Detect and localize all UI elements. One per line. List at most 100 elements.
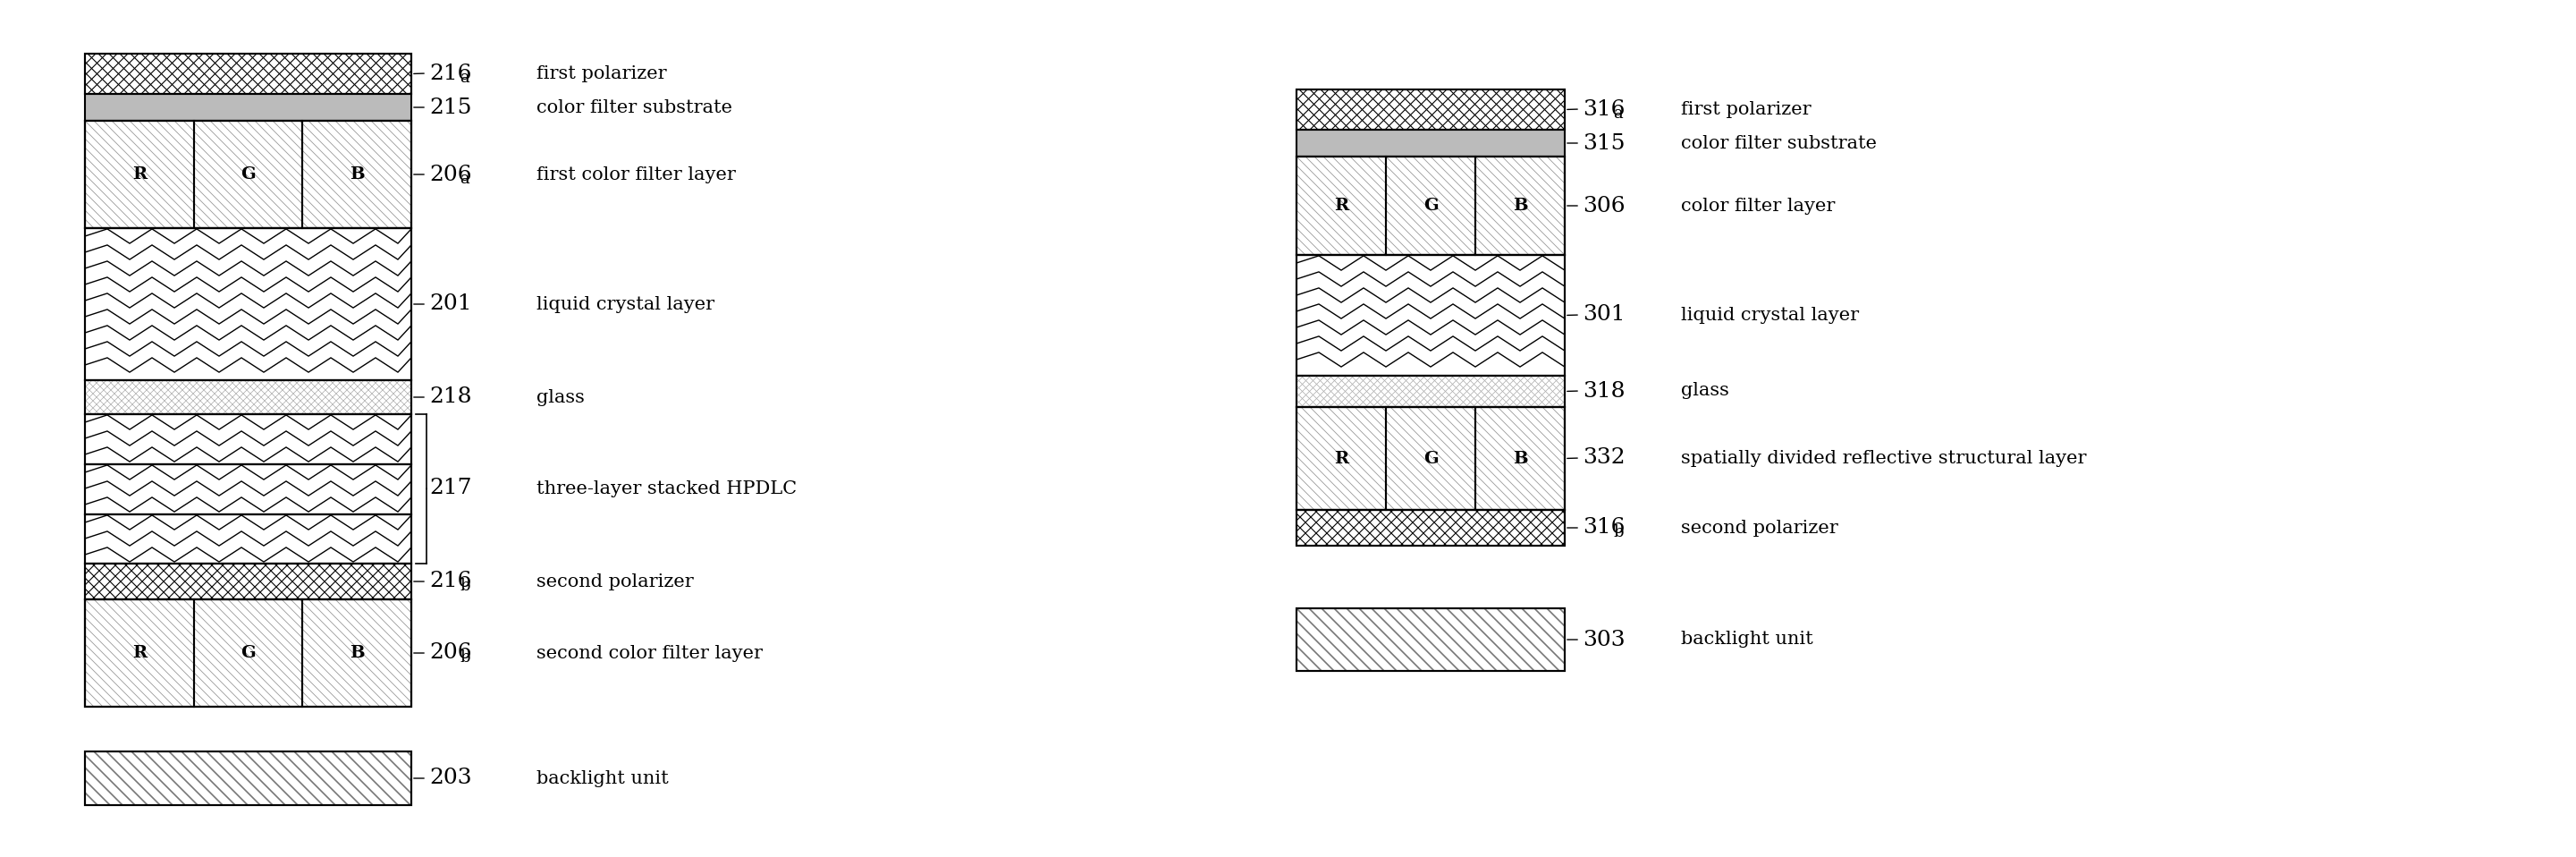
Text: color filter layer: color filter layer: [1682, 197, 1834, 214]
Text: R: R: [131, 645, 147, 661]
Text: glass: glass: [1682, 382, 1728, 399]
Text: 301: 301: [1582, 304, 1625, 325]
Text: glass: glass: [536, 389, 585, 405]
Text: R: R: [131, 166, 147, 183]
Text: backlight unit: backlight unit: [1682, 631, 1814, 648]
Text: 316: 316: [1582, 518, 1625, 538]
Text: spatially divided reflective structural layer: spatially divided reflective structural …: [1682, 450, 2087, 466]
Text: 332: 332: [1582, 447, 1625, 468]
Bar: [85, 381, 412, 414]
Text: 206: 206: [430, 165, 471, 185]
Bar: [1296, 407, 1564, 510]
Bar: [85, 464, 412, 514]
Bar: [1296, 510, 1564, 546]
Bar: [1296, 89, 1564, 129]
Bar: [85, 121, 412, 228]
Text: three-layer stacked HPDLC: three-layer stacked HPDLC: [536, 480, 796, 497]
Bar: [193, 599, 301, 707]
Text: 215: 215: [430, 97, 471, 117]
Bar: [1296, 510, 1564, 546]
Bar: [85, 752, 412, 805]
Bar: [85, 54, 412, 94]
Text: R: R: [1334, 198, 1347, 213]
Text: 315: 315: [1582, 133, 1625, 153]
Text: a: a: [1613, 105, 1623, 122]
Bar: [85, 599, 412, 707]
Text: 318: 318: [1582, 381, 1625, 401]
Bar: [1296, 157, 1564, 255]
Bar: [85, 414, 412, 464]
Bar: [85, 121, 193, 228]
Bar: [85, 514, 412, 564]
Text: B: B: [350, 645, 363, 661]
Bar: [193, 121, 301, 228]
Bar: [85, 94, 412, 121]
Text: a: a: [461, 69, 469, 86]
Bar: [1296, 407, 1386, 510]
Text: R: R: [1334, 451, 1347, 466]
Bar: [85, 599, 412, 707]
Text: second polarizer: second polarizer: [1682, 519, 1839, 536]
Bar: [1476, 407, 1564, 510]
Text: 306: 306: [1582, 195, 1625, 216]
Bar: [85, 381, 412, 414]
Text: b: b: [461, 650, 471, 666]
Text: B: B: [1512, 198, 1528, 213]
Text: second color filter layer: second color filter layer: [536, 644, 762, 662]
Bar: [1296, 157, 1564, 255]
Bar: [1476, 157, 1564, 255]
Bar: [85, 414, 412, 464]
Text: liquid crystal layer: liquid crystal layer: [1682, 307, 1860, 323]
Text: 316: 316: [1582, 99, 1625, 119]
Bar: [85, 228, 412, 381]
Bar: [1386, 407, 1476, 510]
Text: color filter substrate: color filter substrate: [1682, 135, 1878, 152]
Text: G: G: [240, 645, 255, 661]
Bar: [1296, 129, 1564, 157]
Text: B: B: [1512, 451, 1528, 466]
Bar: [85, 121, 412, 228]
Text: 201: 201: [430, 294, 471, 315]
Text: first polarizer: first polarizer: [536, 65, 667, 82]
Text: backlight unit: backlight unit: [536, 770, 670, 787]
Bar: [1296, 608, 1564, 671]
Bar: [85, 54, 412, 94]
Bar: [1296, 89, 1564, 129]
Text: G: G: [1422, 198, 1437, 213]
Bar: [85, 514, 412, 564]
Bar: [301, 121, 412, 228]
Text: first polarizer: first polarizer: [1682, 100, 1811, 117]
Text: G: G: [240, 166, 255, 183]
Bar: [85, 564, 412, 599]
Bar: [1296, 375, 1564, 407]
Bar: [301, 599, 412, 707]
Bar: [1386, 157, 1476, 255]
Text: 218: 218: [430, 387, 471, 407]
Bar: [85, 228, 412, 381]
Text: 303: 303: [1582, 629, 1625, 650]
Text: first color filter layer: first color filter layer: [536, 166, 737, 183]
Text: a: a: [461, 171, 469, 187]
Bar: [1296, 255, 1564, 375]
Bar: [85, 599, 193, 707]
Text: 216: 216: [430, 571, 471, 592]
Text: liquid crystal layer: liquid crystal layer: [536, 296, 714, 313]
Bar: [1296, 608, 1564, 671]
Bar: [85, 564, 412, 599]
Bar: [85, 464, 412, 514]
Text: 216: 216: [430, 63, 471, 84]
Text: color filter substrate: color filter substrate: [536, 99, 732, 116]
Text: B: B: [350, 166, 363, 183]
Bar: [85, 752, 412, 805]
Bar: [1296, 255, 1564, 375]
Text: second polarizer: second polarizer: [536, 573, 693, 590]
Bar: [1296, 375, 1564, 407]
Text: 217: 217: [430, 478, 471, 499]
Bar: [1296, 407, 1564, 510]
Text: 203: 203: [430, 768, 471, 788]
Text: b: b: [1613, 524, 1623, 540]
Text: 206: 206: [430, 643, 471, 663]
Text: b: b: [461, 578, 471, 594]
Text: G: G: [1422, 451, 1437, 466]
Bar: [1296, 157, 1386, 255]
